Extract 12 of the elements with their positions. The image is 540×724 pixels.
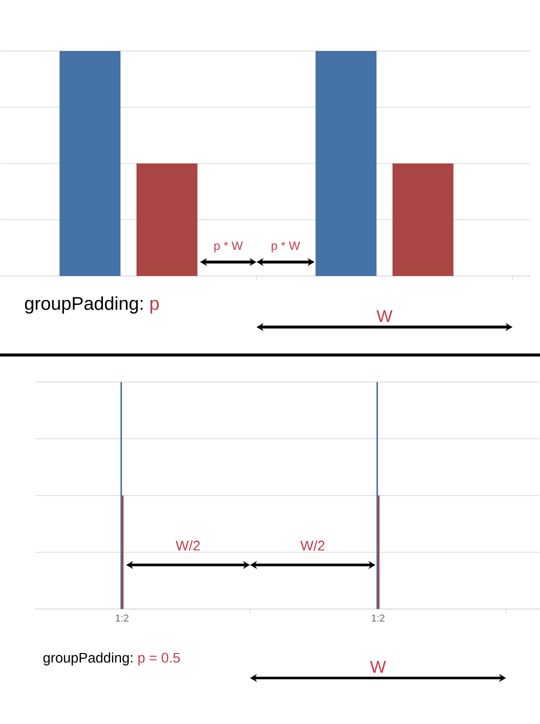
annotation: p * W bbox=[214, 242, 243, 252]
text: p bbox=[150, 300, 159, 314]
x-tick-label: 1:2 bbox=[372, 614, 384, 622]
text: W bbox=[376, 310, 392, 322]
text: W bbox=[370, 661, 386, 673]
text: groupPadding: bbox=[25, 296, 142, 314]
annotation: W/2 bbox=[176, 540, 200, 551]
annotation: W/2 bbox=[300, 540, 324, 551]
x-tick-label: 1:2 bbox=[116, 614, 128, 622]
text: p = 0.5 bbox=[138, 652, 180, 666]
text: groupPadding: bbox=[43, 652, 132, 666]
annotation: p * W bbox=[272, 242, 300, 252]
